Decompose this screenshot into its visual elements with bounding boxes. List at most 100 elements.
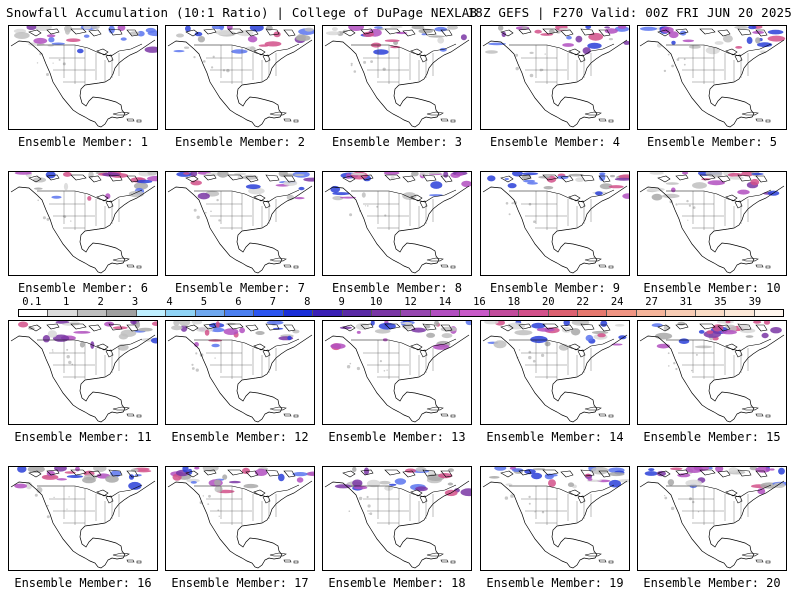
snowfall-patch [725, 321, 731, 324]
ensemble-member-label: Ensemble Member: 6 [17, 281, 149, 295]
snowfall-patch [27, 467, 45, 473]
snowfall-patch [600, 321, 608, 327]
ensemble-map-panel [165, 320, 315, 425]
snowfall-patch [415, 467, 427, 472]
snowfall-patch [541, 353, 545, 357]
snowfall-patch [353, 485, 368, 490]
snowfall-patch [575, 35, 583, 43]
ensemble-map-panel [480, 320, 630, 425]
snowfall-patch [249, 46, 256, 51]
snowfall-patch [294, 197, 305, 200]
legend-swatch [372, 310, 402, 316]
snowfall-patch [394, 478, 407, 485]
snowfall-patch [14, 483, 27, 489]
snowfall-patch [51, 195, 62, 199]
snowfall-patch [91, 26, 100, 30]
snowfall-patch [734, 26, 749, 29]
snowfall-patch [682, 172, 689, 175]
ensemble-map-panel [322, 171, 472, 276]
snowfall-patch [465, 321, 471, 326]
snowfall-patch [258, 44, 269, 47]
snowfall-patch [668, 365, 670, 367]
snowfall-patch [706, 330, 714, 334]
islands [657, 28, 771, 123]
snowfall-patch [226, 26, 233, 31]
snowfall-patch [763, 321, 771, 325]
snowfall-patch [51, 349, 54, 351]
snowfall-patch [673, 362, 676, 365]
snowfall-patch [426, 332, 436, 338]
snowfall-patch [705, 46, 720, 55]
snowfall-patch [361, 192, 366, 198]
snowfall-patch [370, 60, 373, 63]
snowfall-patch [79, 341, 85, 348]
snowfall-patch [176, 33, 184, 38]
snowfall-patch [226, 68, 230, 73]
snowfall-patch [26, 26, 37, 31]
legend-tick-label: 24 [610, 296, 624, 308]
north-america-map [167, 467, 314, 569]
snowfall-patch [688, 45, 701, 49]
snowfall-patch [675, 203, 678, 206]
snowfall-patch [660, 26, 674, 33]
snowfall-patch [528, 495, 531, 499]
snowfall-patch [179, 321, 191, 327]
snowfall-patch [350, 64, 353, 67]
snowfall-patch [147, 30, 157, 37]
coastline [639, 39, 785, 128]
snowfall-patch [570, 328, 581, 336]
snowfall-patch [332, 196, 344, 201]
snowfall-patch [441, 333, 453, 339]
legend-tick-label: 22 [576, 296, 590, 308]
snowfall-patch [222, 474, 228, 480]
snowfall-patch [770, 327, 782, 334]
snowfall-patch [384, 39, 400, 42]
ensemble-member-label: Ensemble Member: 14 [486, 430, 624, 444]
snowfall-patch [46, 515, 50, 519]
legend-tick-label: 1 [63, 296, 70, 308]
snowfall-patch [349, 213, 353, 217]
snowfall-patch [493, 340, 507, 349]
us-canada-border [37, 484, 143, 498]
state-borders [521, 45, 592, 84]
snowfall-patch [608, 38, 613, 41]
legend-labels: 0.1 1 2 3 4 5 6 7 8 9 10 12 14 16 18 20 22 24 27 31 35 39 [18, 296, 784, 308]
snowfall-patch [42, 335, 51, 343]
snowfall-patch [196, 326, 214, 333]
snowfall-patch [46, 504, 49, 507]
snowfall-patch [378, 480, 391, 485]
legend-swatch [460, 310, 490, 316]
snowfall-patch [485, 50, 498, 54]
snowfall-patch [751, 172, 764, 176]
snowfall-patch [303, 177, 314, 182]
snowfall-patch [728, 467, 739, 473]
islands [342, 28, 456, 123]
snowfall-patch [368, 513, 370, 515]
snowfall-patch [461, 180, 471, 188]
snowfall-patch [498, 26, 504, 31]
snowfall-patch [712, 324, 724, 332]
snowfall-patch [207, 503, 210, 505]
snowfall-patch [245, 184, 261, 190]
snowfall-patch [130, 468, 139, 473]
legend-tick-label: 39 [748, 296, 762, 308]
snowfall-patch [663, 69, 667, 73]
ensemble-member-label: Ensemble Member: 11 [14, 430, 152, 444]
ensemble-member-label: Ensemble Member: 19 [486, 576, 624, 590]
north-america-map [10, 26, 157, 128]
snowfall-patch [608, 185, 624, 189]
snowfall-patch [334, 484, 352, 489]
snowfall-patch [447, 482, 454, 486]
snowfall-patch [595, 191, 603, 196]
snowfall-patch [528, 350, 532, 354]
snowfall-overlay [330, 172, 471, 217]
snowfall-patch [748, 26, 757, 30]
snowfall-patch [544, 53, 546, 55]
snowfall-patch [686, 199, 689, 203]
run-info: 18Z GEFS | F270 Valid: 00Z FRI JUN 20 20… [467, 5, 792, 20]
snowfall-patch [714, 41, 724, 45]
snowfall-patch [217, 172, 229, 178]
coastline [324, 185, 470, 274]
snowfall-patch [364, 205, 367, 207]
north-america-map [482, 26, 629, 128]
